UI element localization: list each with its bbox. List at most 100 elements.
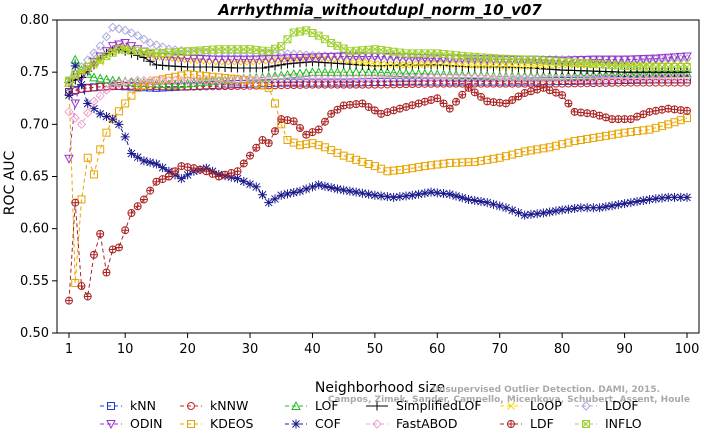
data-point-knnw bbox=[339, 80, 348, 89]
data-point-ldof bbox=[126, 28, 137, 38]
data-point-cof bbox=[95, 109, 105, 119]
data-point-knnw bbox=[277, 81, 286, 90]
data-point-kdeos bbox=[526, 146, 535, 155]
data-point-ldf bbox=[233, 167, 242, 176]
data-point-ldof bbox=[107, 22, 118, 33]
data-point-knnw bbox=[202, 82, 211, 91]
data-point-ldf bbox=[264, 139, 273, 148]
data-point-kdeos bbox=[501, 152, 510, 161]
data-point-fastabod bbox=[195, 75, 205, 86]
data-point-loop bbox=[464, 61, 473, 69]
data-point-fastabod bbox=[632, 73, 642, 83]
data-point-kdeos bbox=[601, 131, 610, 140]
data-point-lof bbox=[276, 70, 287, 80]
data-point-odin bbox=[189, 54, 199, 64]
data-point-cof bbox=[645, 194, 655, 204]
data-point-cof bbox=[563, 204, 573, 214]
legend-label-loop: LoOP bbox=[530, 398, 562, 413]
data-point-kdeos bbox=[620, 128, 629, 137]
data-point-simplifiedlof bbox=[682, 67, 692, 77]
data-point-knnw bbox=[352, 80, 361, 89]
data-point-cof bbox=[326, 183, 336, 193]
data-point-odin bbox=[64, 154, 74, 164]
data-point-odin bbox=[607, 55, 617, 65]
x-tick-label: 30 bbox=[242, 342, 259, 357]
data-point-kdeos bbox=[408, 164, 417, 173]
data-point-ldf bbox=[164, 172, 173, 181]
data-point-kdeos bbox=[77, 195, 86, 204]
data-point-loop bbox=[364, 59, 373, 67]
data-point-cof bbox=[282, 189, 292, 199]
data-point-lof bbox=[370, 67, 380, 77]
data-point-kdeos bbox=[221, 74, 230, 83]
data-point-odin bbox=[501, 55, 511, 65]
data-point-ldof bbox=[132, 30, 143, 41]
data-point-fastabod bbox=[395, 72, 405, 83]
x-tick-label: 50 bbox=[367, 342, 384, 357]
data-point-fastabod bbox=[176, 75, 187, 86]
data-point-fastabod bbox=[151, 75, 162, 86]
data-point-cof bbox=[470, 195, 480, 205]
data-point-kdeos bbox=[470, 157, 479, 166]
data-point-ldf bbox=[452, 97, 461, 106]
credit-text: Unsupervised Outlier Detection. DAMI, 20… bbox=[328, 385, 690, 405]
data-point-kdeos bbox=[564, 138, 573, 147]
data-point-inflo bbox=[683, 62, 691, 71]
data-point-cof bbox=[376, 191, 386, 201]
data-point-kdeos bbox=[345, 153, 354, 162]
data-point-cof bbox=[445, 189, 455, 199]
data-point-fastabod bbox=[438, 72, 449, 83]
x-tick-label: 60 bbox=[429, 342, 446, 357]
data-point-fastabod bbox=[532, 73, 542, 84]
data-point-knnw bbox=[402, 80, 411, 89]
data-point-kdeos bbox=[314, 141, 323, 150]
data-point-odin bbox=[270, 54, 280, 64]
data-point-ldof bbox=[114, 24, 124, 34]
series-ldf bbox=[65, 83, 692, 305]
legend-marker-inflo bbox=[582, 420, 590, 428]
data-point-kdeos bbox=[96, 145, 105, 154]
data-point-ldf bbox=[114, 243, 123, 252]
legend-marker-odin bbox=[106, 420, 116, 430]
data-point-odin bbox=[126, 42, 137, 52]
data-point-cof bbox=[357, 188, 367, 198]
data-point-kdeos bbox=[420, 162, 429, 171]
data-point-kdeos bbox=[452, 158, 461, 167]
data-point-cof bbox=[382, 192, 392, 202]
data-point-knnw bbox=[477, 79, 485, 88]
data-point-odin bbox=[288, 54, 299, 64]
data-point-ldf bbox=[445, 104, 454, 113]
data-point-lof bbox=[114, 75, 124, 86]
data-point-simplifiedlof bbox=[151, 60, 161, 70]
data-point-fastabod bbox=[626, 73, 636, 83]
data-point-kdeos bbox=[114, 107, 123, 116]
data-point-odin bbox=[326, 52, 337, 62]
data-point-knnw bbox=[283, 81, 292, 90]
data-point-cof bbox=[364, 189, 374, 199]
data-point-cof bbox=[276, 190, 286, 200]
data-point-kdeos bbox=[614, 129, 623, 138]
data-point-lof bbox=[345, 67, 355, 77]
data-point-knnw bbox=[427, 79, 436, 88]
data-point-odin bbox=[594, 55, 605, 65]
data-point-cof bbox=[270, 194, 280, 204]
data-point-kdeos bbox=[89, 170, 98, 179]
data-point-ldof bbox=[682, 53, 692, 64]
y-tick-label: 0.80 bbox=[20, 13, 49, 28]
data-point-fastabod bbox=[89, 96, 99, 107]
data-point-lof bbox=[282, 69, 293, 79]
data-point-lof bbox=[625, 69, 636, 79]
data-point-lof bbox=[295, 68, 305, 78]
legend-label-ldf: LDF bbox=[530, 416, 554, 431]
data-point-kdeos bbox=[370, 162, 379, 171]
data-point-loop bbox=[427, 60, 435, 68]
data-point-cof bbox=[101, 112, 111, 122]
x-tick-label: 40 bbox=[304, 342, 321, 357]
data-point-lof bbox=[376, 67, 386, 77]
data-point-odin bbox=[307, 53, 318, 63]
data-point-knnw bbox=[639, 78, 648, 87]
data-point-fastabod bbox=[313, 73, 324, 84]
data-point-fastabod bbox=[70, 113, 80, 123]
data-point-fastabod bbox=[338, 73, 349, 84]
data-point-fastabod bbox=[382, 72, 393, 83]
